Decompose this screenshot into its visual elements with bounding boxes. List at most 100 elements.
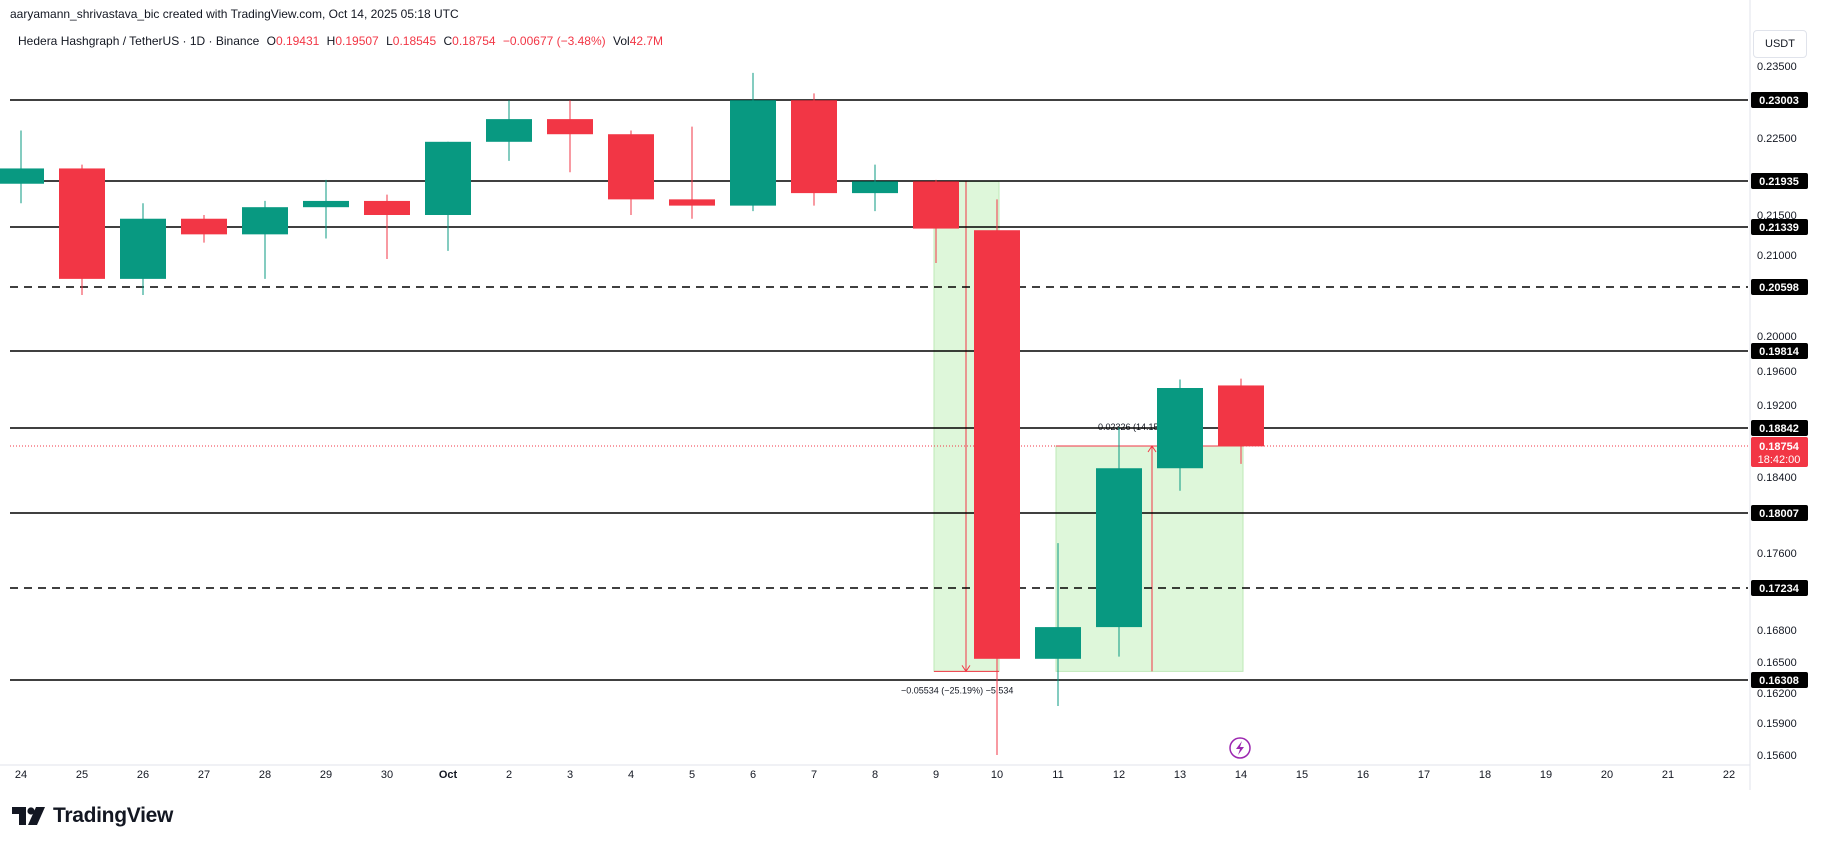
measure-label-0: −0.05534 (−25.19%) −5,534 [901, 685, 1013, 695]
price-tick-0.16800: 0.16800 [1757, 625, 1797, 637]
time-tick-12: 12 [1113, 769, 1125, 781]
level-badge-0.21935 [1751, 173, 1808, 189]
time-tick-13: 13 [1174, 769, 1186, 781]
level-badge-0.17234 [1751, 580, 1808, 596]
countdown-text: 18:42:00 [1758, 454, 1801, 466]
volume-value: 42.7M [629, 34, 664, 48]
lightning-bolt-icon [1236, 741, 1244, 755]
time-tick-3: 3 [567, 769, 573, 781]
price-tick-0.22500: 0.22500 [1757, 133, 1797, 145]
candle-body-10 [974, 230, 1020, 659]
level-badge-text-0.17234: 0.17234 [1759, 583, 1800, 595]
time-tick-6: 6 [750, 769, 756, 781]
candle-body-5 [669, 199, 715, 206]
candle-body-2 [486, 119, 532, 142]
tradingview-logo-icon [12, 807, 45, 825]
candle-body-29 [303, 200, 349, 208]
candle-body-25 [59, 168, 105, 279]
level-lines-layer [10, 99, 1748, 681]
measure-label-1: 0.02326 (14.15%) 2,326 [1098, 422, 1195, 432]
level-badge-text-0.19814: 0.19814 [1759, 346, 1800, 358]
level-badge-0.20598 [1751, 279, 1808, 295]
level-badge-0.19814 [1751, 343, 1808, 359]
candle-body-27 [181, 218, 227, 235]
currency-button[interactable]: USDT [1753, 30, 1807, 58]
high-label: H [326, 34, 336, 48]
price-axis[interactable]: 0.235000.225000.215000.210000.200000.196… [1749, 0, 1797, 790]
price-chart[interactable]: −0.05534 (−25.19%) −5,534 0.02326 (14.15%… [0, 0, 1825, 800]
candles-layer [0, 72, 1264, 755]
candle-body-4 [608, 134, 654, 200]
candle-body-7 [791, 100, 837, 194]
close-label: C [443, 34, 453, 48]
tradingview-logo[interactable]: TradingView [12, 804, 173, 828]
chart-attribution: aaryamann_shrivastava_bic created with T… [10, 7, 459, 21]
measure-box-1 [1055, 445, 1244, 672]
time-tick-28: 28 [259, 769, 271, 781]
level-badge-text-0.18007: 0.18007 [1759, 508, 1799, 520]
time-tick-7: 7 [811, 769, 817, 781]
candle-body-28 [242, 207, 288, 235]
candle-body-13 [1157, 388, 1203, 469]
time-tick-17: 17 [1418, 769, 1430, 781]
low-value: 0.18545 [392, 34, 437, 48]
time-tick-30: 30 [381, 769, 393, 781]
time-tick-10: 10 [991, 769, 1003, 781]
price-tick-0.15600: 0.15600 [1757, 750, 1797, 762]
price-badges: 0.23003 0.21935 0.21339 0.19814 0.18842 0.180… [1751, 92, 1808, 688]
current-price-text: 0.18754 [1759, 441, 1800, 453]
time-tick-Oct: Oct [439, 769, 458, 781]
time-tick-21: 21 [1662, 769, 1674, 781]
candle-body-8 [852, 181, 898, 194]
time-tick-19: 19 [1540, 769, 1552, 781]
price-tick-0.17600: 0.17600 [1757, 548, 1797, 560]
price-tick-0.23500: 0.23500 [1757, 61, 1797, 73]
price-tick-0.19600: 0.19600 [1757, 366, 1797, 378]
low-label: L [386, 34, 393, 48]
flash-event-marker[interactable] [1229, 737, 1251, 759]
symbol-title: Hedera Hashgraph / TetherUS · 1D · Binan… [18, 34, 260, 48]
candle-body-24 [0, 168, 44, 184]
price-tick-0.15900: 0.15900 [1757, 718, 1797, 730]
level-badge-0.16308 [1751, 672, 1808, 688]
time-tick-20: 20 [1601, 769, 1613, 781]
open-label: O [266, 34, 276, 48]
time-axis[interactable]: 24 25 26 27 28 29 30 Oct 2 3 4 5 6 7 8 9 10 11 12 13 14 15 16 1… [0, 764, 1750, 781]
price-tick-0.16500: 0.16500 [1757, 657, 1797, 669]
time-tick-15: 15 [1296, 769, 1308, 781]
change-value: −0.00677 (−3.48%) [502, 34, 606, 48]
candle-body-26 [120, 218, 166, 279]
close-value: 0.18754 [452, 34, 496, 48]
symbol-legend: Hedera Hashgraph / TetherUS · 1D · Binan… [18, 34, 663, 48]
price-tick-0.18400: 0.18400 [1757, 472, 1797, 484]
price-tick-0.19200: 0.19200 [1757, 400, 1797, 412]
candle-body-30 [364, 200, 410, 215]
level-badge-text-0.23003: 0.23003 [1759, 95, 1799, 107]
level-badge-text-0.16308: 0.16308 [1759, 675, 1799, 687]
level-badge-0.23003 [1751, 92, 1808, 108]
logo-text: TradingView [53, 804, 174, 827]
time-tick-8: 8 [872, 769, 878, 781]
level-badge-text-0.21339: 0.21339 [1759, 222, 1799, 234]
level-badge-text-0.20598: 0.20598 [1759, 282, 1799, 294]
price-tick-0.16200: 0.16200 [1757, 688, 1797, 700]
time-tick-14: 14 [1235, 769, 1247, 781]
time-tick-25: 25 [76, 769, 88, 781]
lightning-icon[interactable] [1229, 737, 1251, 759]
candle-body-9 [913, 181, 959, 229]
candle-body-6 [730, 100, 776, 206]
candle-body-3 [547, 119, 593, 135]
time-tick-27: 27 [198, 769, 210, 781]
level-badge-text-0.21935: 0.21935 [1759, 176, 1799, 188]
volume-label: Vol [613, 34, 630, 48]
candle-body-14 [1218, 385, 1264, 447]
candle-body-12 [1096, 468, 1142, 628]
time-tick-4: 4 [628, 769, 634, 781]
time-tick-11: 11 [1052, 769, 1063, 781]
time-tick-22: 22 [1723, 769, 1735, 781]
level-badge-0.21339 [1751, 219, 1808, 235]
time-tick-29: 29 [320, 769, 332, 781]
current-price-badge [1751, 437, 1808, 467]
price-tick-0.20000: 0.20000 [1757, 331, 1797, 343]
time-tick-9: 9 [933, 769, 939, 781]
